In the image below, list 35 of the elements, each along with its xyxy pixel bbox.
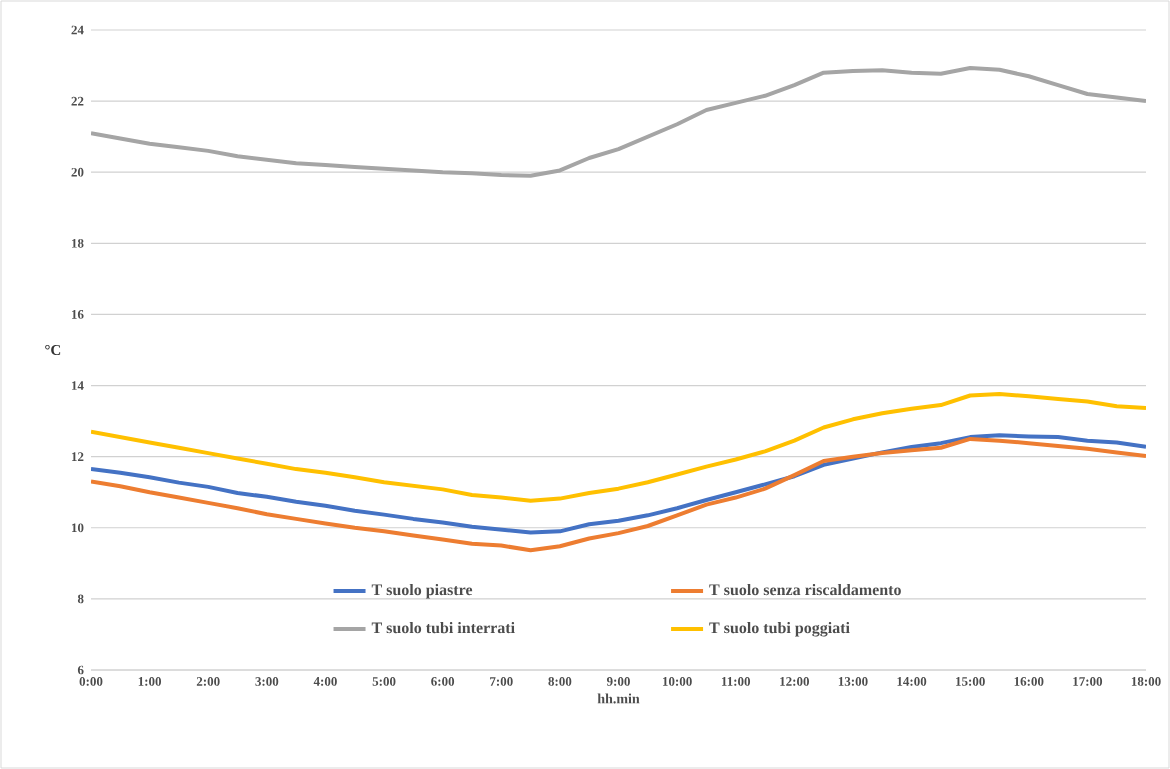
x-tick-label: 0:00 <box>79 677 103 686</box>
x-tick-label: 17:00 <box>1073 677 1103 686</box>
x-tick-label: 8:00 <box>548 677 572 686</box>
y-tick-label: 12 <box>71 452 84 461</box>
legend-label: T suolo tubi interrati <box>371 621 515 634</box>
x-tick-label: 3:00 <box>255 677 279 686</box>
legend-label: T suolo tubi poggiati <box>709 621 850 637</box>
x-tick-label: 13:00 <box>838 677 868 686</box>
x-tick-label: 6:00 <box>431 677 455 686</box>
x-tick-label: 11:00 <box>721 677 751 686</box>
y-tick-label: 20 <box>71 167 84 177</box>
x-tick-label: 1:00 <box>138 677 162 686</box>
legend-label: T suolo senza riscaldamento <box>709 583 901 596</box>
x-tick-label: 10:00 <box>662 677 692 686</box>
y-tick-label: 16 <box>71 310 84 319</box>
y-tick-label: 14 <box>71 381 84 390</box>
x-tick-label: 12:00 <box>780 677 810 686</box>
x-tick-label: 15:00 <box>956 677 985 686</box>
y-tick-label: 6 <box>77 665 84 675</box>
x-axis-title: hh.min <box>597 693 640 704</box>
y-axis-title: °C <box>45 344 61 356</box>
y-tick-label: 10 <box>71 523 84 533</box>
x-tick-label: 14:00 <box>897 677 927 686</box>
x-tick-label: 7:00 <box>490 677 513 686</box>
x-tick-label: 18:00 <box>1131 677 1161 686</box>
x-tick-label: 5:00 <box>372 677 396 686</box>
x-tick-label: 16:00 <box>1014 677 1044 686</box>
y-tick-label: 24 <box>71 25 84 35</box>
x-tick-label: 4:00 <box>313 677 337 686</box>
legend-label: T suolo piastre <box>371 583 473 599</box>
y-tick-label: 18 <box>71 238 84 248</box>
y-tick-label: 22 <box>71 96 84 106</box>
x-tick-label: 9:00 <box>606 677 630 686</box>
x-tick-label: 2:00 <box>196 677 220 686</box>
y-tick-label: 8 <box>77 594 84 604</box>
